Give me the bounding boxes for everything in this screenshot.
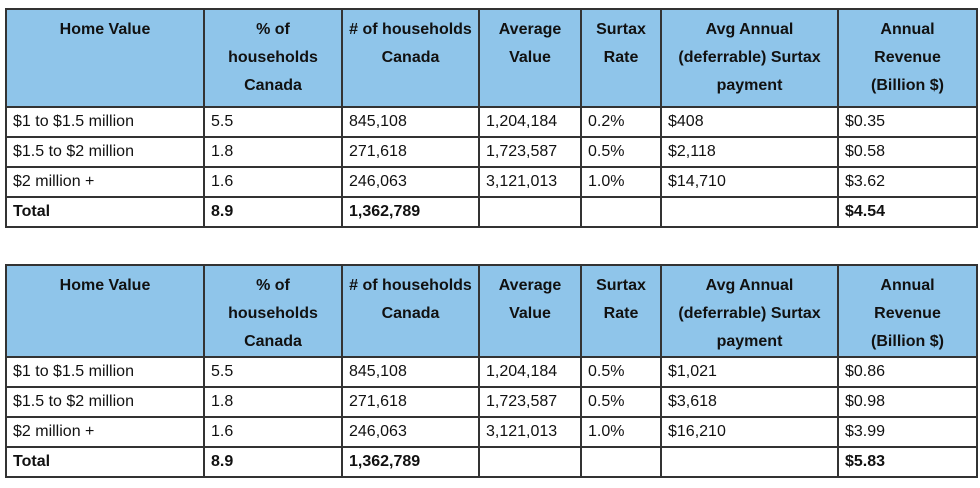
table-cell: $4.54 [837, 196, 978, 228]
column-header: % of households Canada [203, 264, 343, 358]
table-row: $1 to $1.5 million 5.5 845,108 1,204,184 0.5… [5, 356, 978, 388]
table-cell: 3,121,013 [478, 166, 582, 198]
header-row: Home Value% of households Canada # of hou… [5, 264, 978, 358]
table-cell: 845,108 [341, 356, 480, 388]
table-cell: $3.99 [837, 416, 978, 448]
column-header: Average Value [478, 8, 582, 108]
table-cell: $5.83 [837, 446, 978, 478]
table-cell: 0.5% [580, 136, 662, 168]
column-header: # of households Canada [341, 8, 480, 108]
table-cell: 1,204,184 [478, 106, 582, 138]
table-row: $1.5 to $2 million 1.8 271,618 1,723,587 0.5… [5, 136, 978, 168]
surtax-table-2: Home Value% of households Canada # of hou… [5, 264, 978, 478]
table-cell [660, 446, 839, 478]
table-cell: 3,121,013 [478, 416, 582, 448]
table-cell: $16,210 [660, 416, 839, 448]
column-header: Avg Annual (deferrable) Surtax payment [660, 264, 839, 358]
table-row: $2 million +1.6 246,063 3,121,013 1.0% $14,7… [5, 166, 978, 198]
table-cell: 845,108 [341, 106, 480, 138]
table-cell: 0.5% [580, 356, 662, 388]
table-cell: 0.5% [580, 386, 662, 418]
total-row: Total 8.9 1,362,789 $4.54 [5, 196, 978, 228]
column-header: Surtax Rate [580, 8, 662, 108]
surtax-table-1: Home Value% of households Canada # of hou… [5, 8, 978, 228]
table-cell: 1.6 [203, 416, 343, 448]
column-header: Home Value [5, 264, 205, 358]
table-cell: $0.58 [837, 136, 978, 168]
table-cell: 1,723,587 [478, 136, 582, 168]
column-header: % of households Canada [203, 8, 343, 108]
table-cell: $2,118 [660, 136, 839, 168]
table-cell: 1.0% [580, 416, 662, 448]
table-cell: 5.5 [203, 106, 343, 138]
table-cell: $3.62 [837, 166, 978, 198]
table-cell [660, 196, 839, 228]
column-header: Surtax Rate [580, 264, 662, 358]
table-cell: $1 to $1.5 million [5, 356, 205, 388]
table-cell: Total [5, 196, 205, 228]
table-cell: $1 to $1.5 million [5, 106, 205, 138]
table-cell: 1.8 [203, 386, 343, 418]
table-cell: $14,710 [660, 166, 839, 198]
column-header: Avg Annual (deferrable) Surtax payment [660, 8, 839, 108]
table-cell: $3,618 [660, 386, 839, 418]
table-row: $2 million +1.6 246,063 3,121,013 1.0% $16,2… [5, 416, 978, 448]
table-cell: $1,021 [660, 356, 839, 388]
table-row: $1 to $1.5 million 5.5 845,108 1,204,184 0.2… [5, 106, 978, 138]
table-cell: 8.9 [203, 446, 343, 478]
table-cell: 1,362,789 [341, 446, 480, 478]
table-cell: $0.98 [837, 386, 978, 418]
table-cell: $408 [660, 106, 839, 138]
table-cell: 271,618 [341, 136, 480, 168]
table-cell: 8.9 [203, 196, 343, 228]
table-cell: 0.2% [580, 106, 662, 138]
table-cell: 246,063 [341, 166, 480, 198]
column-header: Annual Revenue (Billion $) [837, 8, 978, 108]
table-cell: $0.86 [837, 356, 978, 388]
table-cell: 246,063 [341, 416, 480, 448]
table-cell [478, 446, 582, 478]
table-cell: 5.5 [203, 356, 343, 388]
table-cell: $2 million + [5, 166, 205, 198]
table-cell: $2 million + [5, 416, 205, 448]
total-row: Total 8.9 1,362,789 $5.83 [5, 446, 978, 478]
table-cell: 1,204,184 [478, 356, 582, 388]
table-cell: 1.6 [203, 166, 343, 198]
table-cell [580, 446, 662, 478]
table-cell: 1.8 [203, 136, 343, 168]
table-cell: 1.0% [580, 166, 662, 198]
table-cell [478, 196, 582, 228]
table-row: $1.5 to $2 million 1.8 271,618 1,723,587 0.5… [5, 386, 978, 418]
table-cell: Total [5, 446, 205, 478]
column-header: Home Value [5, 8, 205, 108]
table-cell: 271,618 [341, 386, 480, 418]
column-header: # of households Canada [341, 264, 480, 358]
table-cell [580, 196, 662, 228]
table-cell: 1,362,789 [341, 196, 480, 228]
column-header: Average Value [478, 264, 582, 358]
table-cell: $1.5 to $2 million [5, 136, 205, 168]
header-row: Home Value% of households Canada # of hou… [5, 8, 978, 108]
table-cell: $0.35 [837, 106, 978, 138]
table-cell: 1,723,587 [478, 386, 582, 418]
table-cell: $1.5 to $2 million [5, 386, 205, 418]
column-header: Annual Revenue (Billion $) [837, 264, 978, 358]
